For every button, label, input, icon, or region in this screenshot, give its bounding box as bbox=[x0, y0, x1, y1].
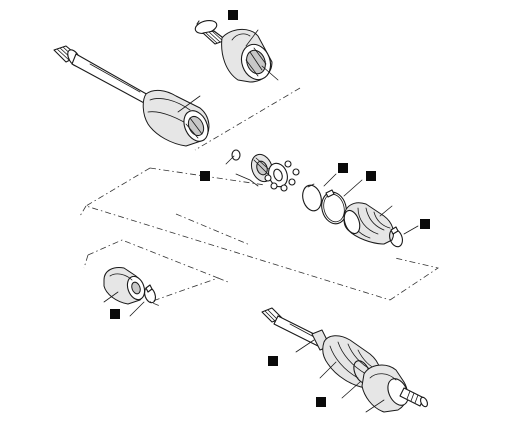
leader-line bbox=[323, 173, 337, 187]
leader-line bbox=[225, 155, 235, 165]
marker-square bbox=[316, 397, 326, 407]
leader-line bbox=[261, 65, 279, 81]
leader-line bbox=[245, 29, 259, 47]
leader-line bbox=[365, 399, 385, 413]
leader-line bbox=[341, 381, 361, 399]
ball-bearings bbox=[264, 160, 300, 192]
leader-line bbox=[295, 339, 315, 353]
marker-square bbox=[110, 309, 120, 319]
leader-line bbox=[103, 291, 119, 303]
leader-line bbox=[129, 301, 145, 317]
marker-square bbox=[366, 171, 376, 181]
inboard-joint-housing bbox=[103, 267, 146, 305]
circlip-inboard bbox=[144, 284, 156, 304]
leader-line bbox=[235, 173, 259, 187]
boot-clamp-small bbox=[389, 226, 403, 248]
assembly-outline-lower bbox=[83, 239, 439, 307]
leader-line bbox=[403, 225, 419, 235]
dust-boot bbox=[343, 202, 395, 245]
leader-line bbox=[319, 361, 337, 379]
marker-square bbox=[420, 219, 430, 229]
outer-cv-joint-lower bbox=[361, 364, 428, 413]
outboard-joint-housing bbox=[202, 29, 273, 83]
assembly-outline-upper bbox=[79, 87, 391, 301]
drive-shaft-outer bbox=[53, 45, 210, 147]
leader-line bbox=[379, 205, 393, 217]
marker-square bbox=[228, 10, 238, 20]
marker-square bbox=[268, 356, 278, 366]
leader-line bbox=[343, 179, 363, 197]
leader-line bbox=[177, 95, 201, 113]
boot-clamp-large bbox=[321, 189, 347, 225]
retaining-ring bbox=[302, 183, 322, 212]
circlip-small bbox=[231, 149, 241, 161]
marker-square bbox=[200, 171, 210, 181]
marker-square bbox=[338, 163, 348, 173]
